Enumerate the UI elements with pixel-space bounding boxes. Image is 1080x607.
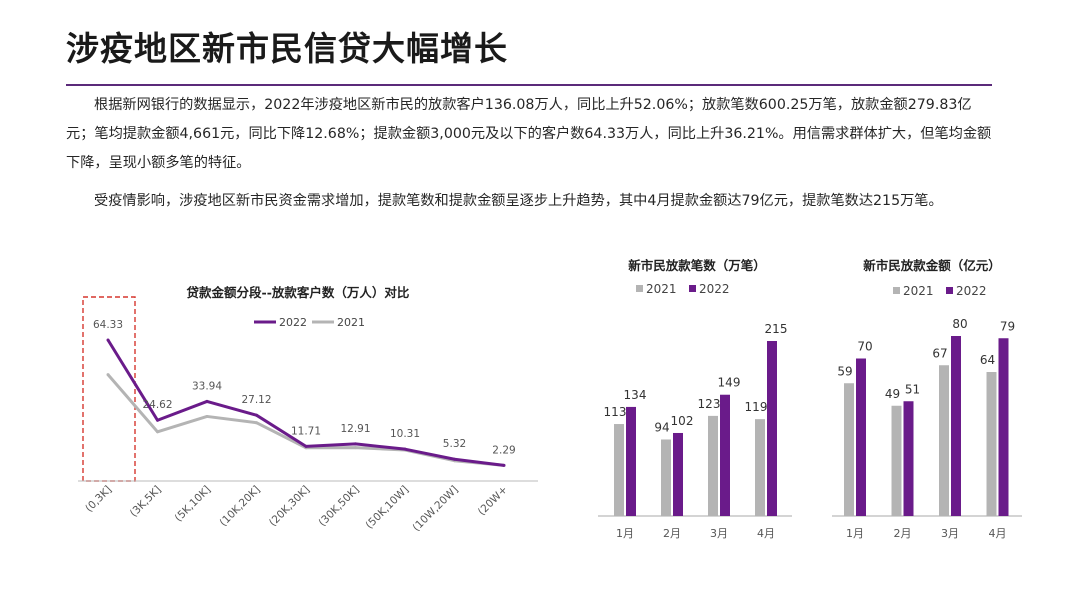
x-tick-label: 2月 <box>663 527 681 540</box>
point-2021-3 <box>255 421 258 425</box>
x-tick-label: 3月 <box>941 527 959 540</box>
bar2-legend-2021-label: 2021 <box>903 284 934 298</box>
x-tick-label: 1月 <box>616 527 634 540</box>
tick-label: (50K,10W] <box>363 484 411 532</box>
series-line-2021 <box>106 373 505 467</box>
bar-2022-1 <box>673 432 683 516</box>
x-tick-label: 3月 <box>710 527 728 540</box>
bar-2022-3 <box>767 341 777 516</box>
data-label: 64.33 <box>93 319 123 331</box>
bar-2021-2 <box>708 415 718 516</box>
point-2022-2 <box>205 399 209 403</box>
bar-2021-1 <box>891 405 902 516</box>
bar-value-label: 80 <box>952 317 967 331</box>
tick-label: (20W+ <box>476 484 510 518</box>
bar-value-label: 49 <box>885 387 900 401</box>
bar-chart-amount-title: 新市民放款金额（亿元） <box>863 258 1001 273</box>
point-2021-2 <box>205 414 209 418</box>
legend-2022-label: 2022 <box>279 316 307 329</box>
bar-value-label: 215 <box>765 322 788 336</box>
point-2022-3 <box>255 413 258 417</box>
highlight-box <box>82 296 136 482</box>
data-label: 27.12 <box>241 394 271 406</box>
point-2021-1 <box>156 430 159 434</box>
page-title: 涉疫地区新市民信贷大幅增长 <box>66 29 508 68</box>
bar-chart-count-title: 新市民放款笔数（万笔） <box>628 258 766 273</box>
bar-2022-2 <box>720 394 730 516</box>
bar-2021-3 <box>755 419 765 516</box>
bar-2021-3 <box>986 372 997 516</box>
tick-label: (10K,20K] <box>217 484 262 529</box>
point-2022-0 <box>106 338 110 342</box>
legend-2021-label: 2021 <box>337 316 365 329</box>
line-chart: 64.33 24.62 33.94 27.12 11.71 12.91 10.31 5.32 2… <box>83 319 516 534</box>
x-tick-label: 4月 <box>757 527 775 540</box>
data-label: 2.29 <box>492 444 515 456</box>
bar-chart-count: 113 134 1月 94 102 2月 123 149 3月 119 215 4月 <box>604 322 788 540</box>
bar-value-label: 67 <box>932 346 947 360</box>
data-label: 5.32 <box>443 438 466 450</box>
bar-2021-0 <box>844 383 854 516</box>
tick-label: (20K,30K] <box>267 484 312 529</box>
bar1-legend-2022-label: 2022 <box>699 282 730 296</box>
title-divider <box>66 84 992 86</box>
point-2021-0 <box>106 373 110 377</box>
point-2022-5 <box>354 442 357 446</box>
bar-value-label: 119 <box>745 400 768 414</box>
bar-value-label: 94 <box>654 420 669 434</box>
bar-2021-1 <box>661 439 671 516</box>
bar-2022-3 <box>998 338 1009 516</box>
bar-2022-0 <box>626 406 636 516</box>
bar-value-label: 64 <box>980 353 995 367</box>
point-2022-8 <box>502 463 506 467</box>
bar-chart-amount: 59 70 1月 49 51 2月 67 80 3月 64 79 4月 <box>837 317 1015 540</box>
data-label: 11.71 <box>291 425 321 437</box>
point-2022-7 <box>453 457 456 461</box>
bar-value-label: 70 <box>857 340 872 354</box>
bar-2022-2 <box>951 336 961 516</box>
tick-label: (10W,20W] <box>410 484 460 534</box>
tick-label: (3K,5K] <box>128 484 164 520</box>
line-chart-title: 贷款金额分段--放款客户数（万人）对比 <box>187 285 410 300</box>
bar-value-label: 113 <box>604 405 627 419</box>
bar-value-label: 149 <box>718 376 741 390</box>
bar-value-label: 59 <box>837 364 852 378</box>
bar1-legend-2022-swatch <box>689 285 696 292</box>
point-2021-5 <box>354 446 357 450</box>
bar-value-label: 51 <box>905 382 920 396</box>
point-2022-4 <box>304 444 308 448</box>
bar-value-label: 123 <box>698 397 721 411</box>
tick-label: (30K,50K] <box>316 484 361 529</box>
bar2-legend-2022-swatch <box>946 287 953 294</box>
data-label: 12.91 <box>340 423 370 435</box>
x-tick-label: 4月 <box>989 527 1007 540</box>
bar-value-label: 102 <box>671 414 694 428</box>
bar-2021-0 <box>614 424 624 516</box>
data-label: 10.31 <box>390 428 420 440</box>
x-tick-label: 1月 <box>846 527 864 540</box>
data-label: 24.62 <box>142 399 172 411</box>
paragraph-trend: 受疫情影响，涉疫地区新市民资金需求增加，提款笔数和提款金额呈逐步上升趋势，其中4… <box>94 193 943 209</box>
x-tick-label: 2月 <box>894 527 912 540</box>
bar2-legend-2022-label: 2022 <box>956 284 987 298</box>
bar-2021-2 <box>939 365 949 516</box>
bar1-legend-2021-label: 2021 <box>646 282 677 296</box>
bar-value-label: 79 <box>1000 319 1015 333</box>
bar-value-label: 134 <box>624 388 647 402</box>
tick-label: (5K,10K] <box>173 484 214 525</box>
paragraph-summary: 根据新网银行的数据显示，2022年涉疫地区新市民的放款客户136.08万人，同比… <box>66 97 992 171</box>
point-2022-1 <box>156 418 159 422</box>
point-2022-6 <box>403 447 407 451</box>
data-label: 33.94 <box>192 380 222 392</box>
tick-label: (0,3K] <box>83 484 114 515</box>
bar1-legend-2021-swatch <box>636 285 643 292</box>
bar2-legend-2021-swatch <box>893 287 900 294</box>
bar-2022-0 <box>856 358 866 516</box>
bar-2022-1 <box>903 401 914 516</box>
